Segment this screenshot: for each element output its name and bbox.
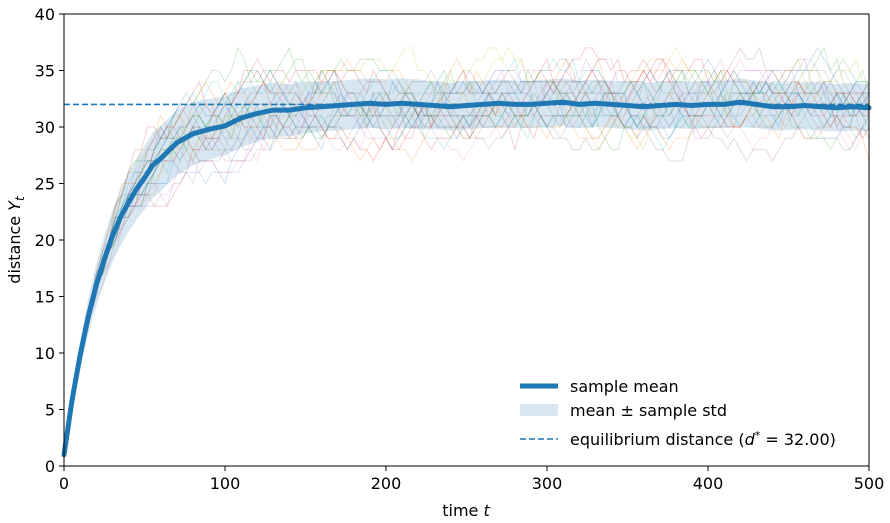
x-tick-label: 0 (59, 474, 69, 493)
std-band (64, 78, 869, 458)
y-axis-label: distance Yt (5, 195, 27, 284)
y-tick-label: 15 (35, 288, 55, 307)
y-tick-label: 25 (35, 175, 55, 194)
sample-path (63, 80, 870, 455)
legend-band-label: mean ± sample std (570, 401, 727, 420)
sample-path (63, 69, 870, 455)
x-tick-label: 400 (693, 474, 724, 493)
y-tick-label: 10 (35, 344, 55, 363)
y-tick-label: 40 (35, 5, 55, 24)
sample-path (63, 57, 870, 455)
sample-path (63, 58, 870, 455)
sample-path (63, 47, 869, 455)
legend-band-swatch (520, 404, 558, 416)
mean-line (61, 99, 872, 458)
sample-path (63, 57, 870, 455)
y-tick-label: 5 (45, 401, 55, 420)
sample-path (63, 69, 869, 455)
sample-path (63, 69, 870, 455)
x-tick-label: 500 (854, 474, 885, 493)
legend-mean-label: sample mean (570, 377, 679, 396)
sample-path (63, 47, 869, 455)
x-tick-label: 300 (532, 474, 563, 493)
y-axis: 0 5 10 15 20 25 30 35 40 (35, 5, 64, 476)
sample-path (63, 46, 870, 455)
y-tick-label: 35 (35, 62, 55, 81)
legend: sample mean mean ± sample std equilibriu… (520, 377, 836, 449)
y-tick-label: 0 (45, 457, 55, 476)
sample-path (63, 58, 870, 455)
x-tick-label: 100 (210, 474, 241, 493)
y-tick-label: 20 (35, 231, 55, 250)
sample-path (63, 69, 870, 455)
sample-path (63, 46, 869, 455)
x-tick-label: 200 (371, 474, 402, 493)
y-tick-label: 30 (35, 118, 55, 137)
sample-path (63, 69, 870, 455)
sample-path (63, 57, 870, 455)
sample-path (63, 58, 869, 455)
x-axis-label: time t (442, 501, 490, 520)
sample-path (63, 58, 870, 455)
x-axis: 0 100 200 300 400 500 (59, 466, 884, 493)
sample-path (63, 57, 870, 455)
legend-equilibrium-label: equilibrium distance (d* = 32.00) (570, 429, 836, 449)
sample-path (63, 58, 870, 455)
